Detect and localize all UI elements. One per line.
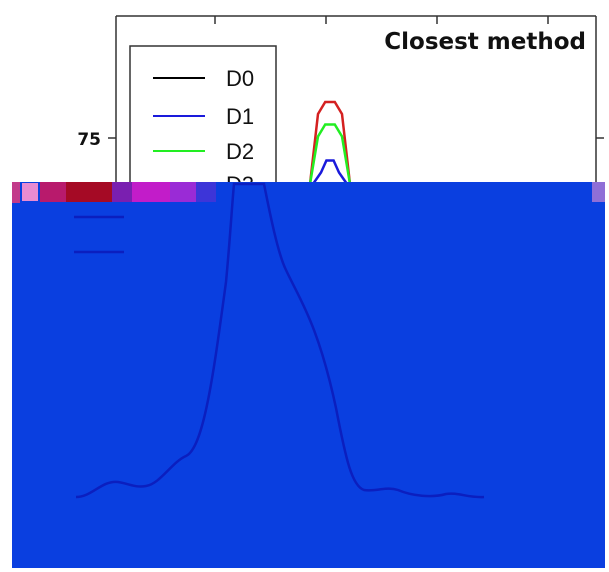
overlay-artifact: [66, 182, 112, 202]
overlay-artifact: [40, 182, 66, 202]
overlay-artifact: [132, 182, 170, 202]
legend: D0 D1 D2 D3: [129, 45, 277, 197]
overlay-artifact: [196, 182, 216, 202]
chart-title: Closest method: [384, 29, 586, 55]
overlay-curve: [75, 182, 485, 499]
overlay-artifact: [22, 183, 38, 201]
occluded-region: [12, 182, 605, 568]
legend-label-d0: D0: [226, 66, 254, 91]
overlay-fill: [12, 182, 605, 568]
overlay-artifact: [592, 182, 605, 202]
legend-label-d2: D2: [226, 139, 254, 164]
overlay-artifact: [170, 182, 196, 202]
peak-lines: [308, 100, 352, 185]
plot-frame: 75: [77, 15, 604, 182]
series-line-d3: [308, 100, 352, 185]
overlay-artifact: [12, 182, 20, 203]
series-line-d2: [308, 123, 352, 185]
legend-label-d1: D1: [226, 104, 254, 129]
y-tick-label: 75: [77, 130, 101, 150]
series-line-d1: [311, 159, 349, 185]
overlay-artifact: [112, 182, 132, 202]
